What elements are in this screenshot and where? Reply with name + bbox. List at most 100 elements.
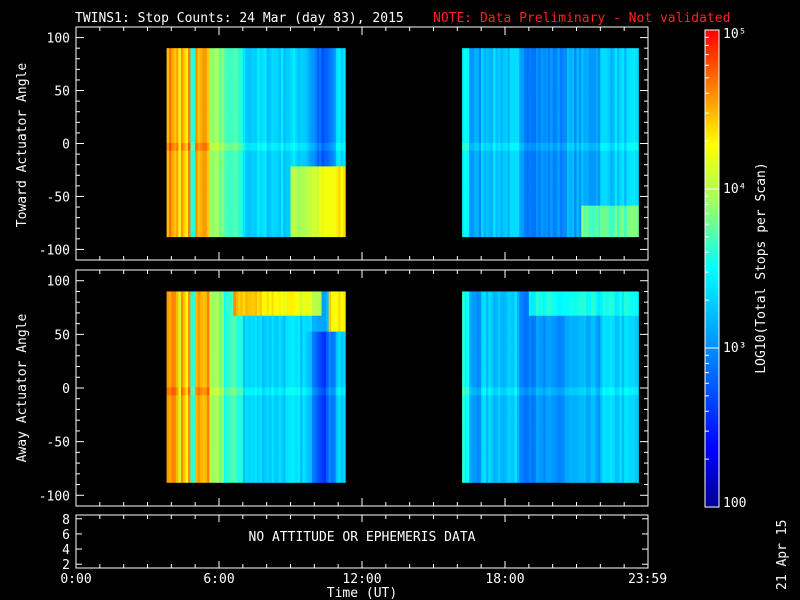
- heatmap-cell: [252, 378, 256, 388]
- heatmap-cell: [497, 228, 501, 238]
- heatmap-cell: [271, 466, 275, 475]
- heatmap-cell: [521, 173, 525, 183]
- heatmap-cell: [183, 331, 187, 340]
- heatmap-cell: [221, 386, 225, 396]
- heatmap-cell: [495, 126, 499, 135]
- heatmap-cell: [247, 56, 251, 65]
- heatmap-cell: [547, 220, 551, 230]
- heatmap-cell: [531, 150, 534, 159]
- heatmap-cell: [595, 189, 599, 198]
- heatmap-cell: [309, 220, 313, 230]
- heatmap-cell: [495, 228, 499, 238]
- heatmap-cell: [342, 197, 346, 206]
- heatmap-cell: [238, 213, 241, 222]
- heatmap-cell: [464, 48, 468, 57]
- heatmap-cell: [235, 87, 239, 96]
- heatmap-cell: [500, 103, 504, 112]
- heatmap-cell: [254, 166, 258, 175]
- heatmap-cell: [309, 189, 313, 198]
- heatmap-cell: [209, 87, 213, 96]
- heatmap-cell: [245, 323, 248, 332]
- heatmap-cell: [602, 181, 606, 190]
- heatmap-cell: [211, 142, 215, 151]
- heatmap-cell: [311, 189, 315, 198]
- heatmap-cell: [276, 307, 279, 316]
- heatmap-cell: [238, 442, 241, 451]
- heatmap-cell: [295, 181, 299, 190]
- heatmap-cell: [526, 56, 530, 65]
- heatmap-cell: [326, 56, 330, 65]
- heatmap-cell: [509, 213, 513, 222]
- heatmap-cell: [321, 48, 325, 57]
- heatmap-cell: [540, 63, 544, 73]
- heatmap-cell: [564, 118, 568, 128]
- heatmap-cell: [507, 228, 511, 238]
- heatmap-cell: [180, 442, 184, 451]
- heatmap-cell: [569, 95, 573, 104]
- heatmap-cell: [249, 410, 253, 420]
- heatmap-cell: [295, 134, 299, 143]
- heatmap-cell: [602, 48, 606, 57]
- heatmap-cell: [242, 426, 246, 436]
- heatmap-cell: [519, 95, 523, 104]
- heatmap-cell: [249, 87, 253, 96]
- heatmap-cell: [257, 79, 260, 88]
- heatmap-cell: [195, 450, 198, 459]
- heatmap-cell: [204, 95, 208, 104]
- heatmap-cell: [238, 307, 241, 316]
- heatmap-cell: [216, 355, 220, 364]
- heatmap-cell: [309, 111, 313, 120]
- heatmap-cell: [280, 331, 284, 340]
- heatmap-cell: [578, 95, 582, 104]
- heatmap-cell: [309, 173, 313, 183]
- heatmap-cell: [490, 197, 494, 206]
- heatmap-cell: [192, 347, 196, 356]
- heatmap-cell: [176, 323, 179, 332]
- heatmap-cell: [188, 213, 191, 222]
- heatmap-cell: [566, 213, 570, 222]
- heatmap-cell: [254, 371, 258, 380]
- heatmap-cell: [295, 386, 299, 396]
- heatmap-cell: [304, 111, 308, 120]
- heatmap-cell: [257, 126, 260, 135]
- heatmap-cell: [285, 173, 289, 183]
- heatmap-cell: [535, 48, 539, 57]
- heatmap-cell: [497, 142, 501, 151]
- heatmap-cell: [533, 181, 537, 190]
- heatmap-cell: [593, 95, 596, 104]
- heatmap-cell: [562, 150, 565, 159]
- heatmap-cell: [297, 213, 301, 222]
- heatmap-cell: [588, 213, 592, 222]
- heatmap-cell: [338, 197, 341, 206]
- heatmap-cell: [300, 150, 303, 159]
- heatmap-cell: [524, 181, 527, 190]
- heatmap-cell: [316, 197, 320, 206]
- heatmap-cell: [266, 426, 270, 436]
- heatmap-cell: [333, 95, 337, 104]
- heatmap-cell: [326, 63, 330, 73]
- heatmap-cell: [235, 466, 239, 475]
- heatmap-cell: [617, 173, 620, 183]
- heatmap-cell: [278, 402, 282, 412]
- heatmap-cell: [574, 71, 577, 80]
- heatmap-cell: [328, 205, 332, 214]
- heatmap-cell: [538, 126, 542, 135]
- heatmap-cell: [219, 158, 222, 167]
- heatmap-cell: [316, 63, 320, 73]
- heatmap-cell: [602, 189, 606, 198]
- heatmap-cell: [252, 71, 256, 80]
- heatmap-cell: [230, 371, 234, 380]
- heatmap-cell: [464, 79, 468, 88]
- heatmap-cell: [538, 158, 542, 167]
- heatmap-cell: [559, 197, 563, 206]
- heatmap-cell: [211, 410, 215, 420]
- heatmap-cell: [242, 189, 246, 198]
- heatmap-cell: [183, 63, 187, 73]
- heatmap-cell: [176, 355, 179, 364]
- heatmap-cell: [204, 126, 208, 135]
- heatmap-cell: [462, 181, 465, 190]
- heatmap-cell: [261, 386, 265, 396]
- heatmap-cell: [490, 103, 494, 112]
- heatmap-cell: [183, 48, 187, 57]
- heatmap-cell: [209, 371, 213, 380]
